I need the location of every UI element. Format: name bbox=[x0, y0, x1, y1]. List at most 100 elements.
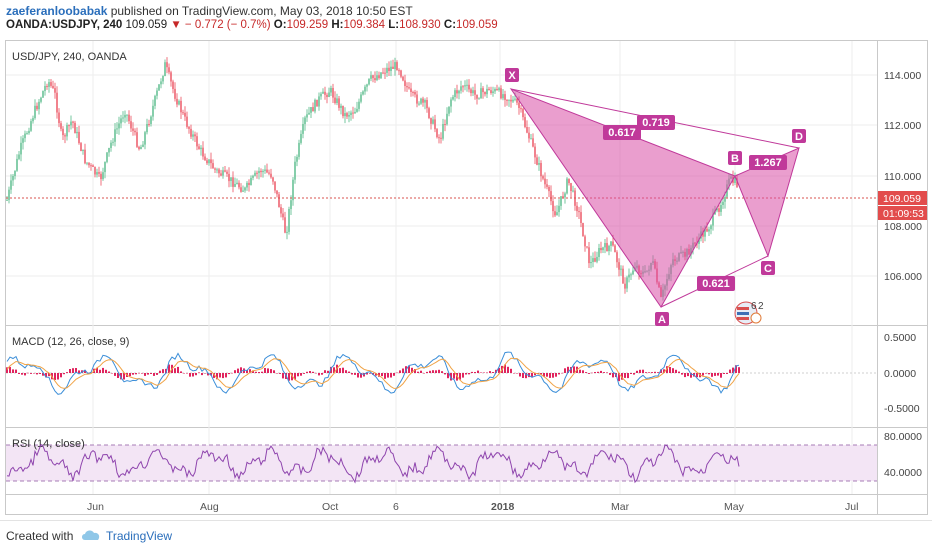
macd-histogram-bar bbox=[714, 373, 716, 376]
candle-body bbox=[70, 121, 72, 126]
candle-body bbox=[474, 90, 476, 95]
candle-body bbox=[232, 177, 234, 187]
price-tick-112: 112.000 bbox=[884, 120, 921, 132]
macd-histogram-bar bbox=[540, 373, 542, 375]
candle-body bbox=[162, 76, 164, 82]
macd-line bbox=[6, 351, 740, 395]
time-tick-jul: Jul bbox=[845, 501, 858, 513]
macd-histogram-bar bbox=[474, 372, 476, 373]
candle-body bbox=[374, 78, 376, 81]
candle-body bbox=[298, 142, 300, 157]
macd-histogram-bar bbox=[555, 373, 557, 377]
candle-body bbox=[368, 78, 370, 85]
time-tick-6: 6 bbox=[393, 501, 399, 513]
price-axis[interactable]: 114.000 112.000 110.000 108.000 106.000 … bbox=[878, 70, 927, 283]
candle-body bbox=[480, 88, 482, 99]
candle-body bbox=[324, 91, 326, 95]
macd-histogram-bar bbox=[360, 373, 362, 378]
macd-histogram-bar bbox=[339, 368, 341, 373]
point-c-badge bbox=[761, 261, 775, 275]
candle-body bbox=[376, 75, 378, 80]
macd-histogram-bar bbox=[255, 371, 257, 373]
economic-events-icon[interactable]: 6 2 bbox=[734, 301, 764, 325]
candle-body bbox=[360, 94, 362, 102]
candle-body bbox=[156, 90, 158, 96]
candle-body bbox=[320, 93, 322, 97]
candle-body bbox=[362, 91, 364, 95]
candle-body bbox=[380, 72, 382, 79]
macd-histogram-bar bbox=[264, 368, 266, 373]
candle-body bbox=[428, 108, 430, 118]
candle-body bbox=[382, 72, 384, 74]
macd-histogram-bar bbox=[249, 369, 251, 373]
candle-body bbox=[478, 98, 480, 100]
macd-signal-line bbox=[6, 357, 740, 389]
macd-histogram-bar bbox=[42, 373, 44, 376]
candle-body bbox=[484, 92, 486, 95]
ratio-xb-badge bbox=[603, 125, 641, 140]
macd-histogram-bar bbox=[117, 373, 119, 378]
candle-body bbox=[328, 92, 330, 97]
macd-histogram-bar bbox=[237, 368, 239, 373]
candle-body bbox=[314, 99, 316, 112]
candle-body bbox=[28, 130, 30, 134]
candle-body bbox=[286, 231, 288, 233]
macd-histogram-bar bbox=[531, 373, 533, 377]
candle-body bbox=[96, 172, 98, 175]
macd-histogram-bar bbox=[114, 373, 116, 376]
macd-histogram-bar bbox=[564, 368, 566, 373]
candle-body bbox=[476, 94, 478, 99]
candle-body bbox=[464, 85, 466, 87]
candle-body bbox=[456, 90, 458, 94]
macd-histogram-bar bbox=[333, 367, 335, 373]
macd-histogram-bar bbox=[480, 372, 482, 373]
macd-histogram bbox=[6, 364, 740, 382]
candle-body bbox=[256, 172, 258, 174]
chart-canvas[interactable]: USD/JPY, 240, OANDA X A B C D 0.617 0.71… bbox=[0, 0, 932, 520]
macd-histogram-bar bbox=[153, 373, 155, 376]
candle-body bbox=[310, 107, 312, 113]
ratio-bd-badge bbox=[749, 155, 787, 170]
candle-body bbox=[698, 238, 700, 244]
candle-body bbox=[344, 113, 346, 117]
close-label: C: bbox=[443, 19, 457, 31]
candle-body bbox=[154, 95, 156, 106]
macd-histogram-bar bbox=[486, 372, 488, 373]
time-axis[interactable]: Jun Aug Oct 6 2018 Mar May Jul bbox=[87, 501, 858, 513]
candle-body bbox=[262, 170, 264, 173]
candle-body bbox=[442, 124, 444, 139]
macd-histogram-bar bbox=[396, 372, 398, 374]
candle-body bbox=[82, 149, 84, 151]
candle-body bbox=[86, 162, 88, 164]
macd-histogram-bar bbox=[696, 373, 698, 378]
macd-histogram-bar bbox=[387, 373, 389, 378]
candle-body bbox=[292, 179, 294, 201]
macd-histogram-bar bbox=[33, 373, 35, 374]
candle-body bbox=[280, 207, 282, 214]
point-b-label: B bbox=[731, 153, 739, 165]
symbol-label[interactable]: OANDA:USDJPY, 240 bbox=[6, 19, 123, 31]
harmonic-pattern[interactable]: X A B C D 0.617 0.719 1.267 0.621 bbox=[505, 68, 806, 326]
tradingview-link[interactable]: TradingView bbox=[106, 529, 173, 543]
candle-body bbox=[332, 88, 334, 98]
candle-body bbox=[226, 171, 228, 174]
macd-histogram-bar bbox=[312, 371, 314, 373]
candle-body bbox=[220, 173, 222, 176]
macd-histogram-bar bbox=[270, 369, 272, 373]
macd-histogram-bar bbox=[597, 371, 599, 373]
rsi-title: RSI (14, close) bbox=[12, 438, 85, 450]
candle-body bbox=[460, 86, 462, 91]
macd-histogram-bar bbox=[306, 371, 308, 373]
macd-histogram-bar bbox=[318, 373, 320, 376]
candle-body bbox=[542, 176, 544, 179]
candle-body bbox=[76, 131, 78, 134]
macd-histogram-bar bbox=[408, 366, 410, 373]
macd-histogram-bar bbox=[219, 373, 221, 378]
ratio-xd-label: 0.719 bbox=[642, 117, 670, 129]
candle-body bbox=[240, 187, 242, 192]
macd-histogram-bar bbox=[558, 373, 560, 375]
macd-histogram-bar bbox=[513, 373, 515, 374]
author-link[interactable]: zaeferanloobabak bbox=[6, 4, 108, 18]
macd-histogram-bar bbox=[15, 369, 17, 373]
candle-body bbox=[502, 94, 504, 99]
